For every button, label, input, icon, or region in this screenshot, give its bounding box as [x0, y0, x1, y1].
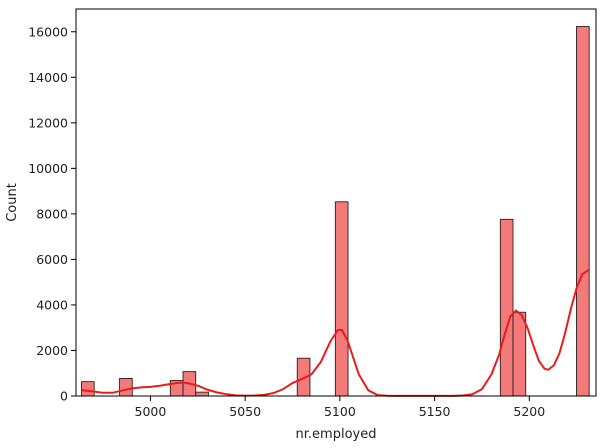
- kde-curve: [81, 268, 590, 397]
- plot-area-frame: [75, 8, 597, 397]
- x-axis-label: nr.employed: [296, 427, 377, 442]
- y-tick-label: 6000: [36, 252, 68, 267]
- y-tick-label: 0: [60, 389, 68, 404]
- y-tick-label: 12000: [28, 115, 68, 130]
- y-tick-label: 4000: [36, 297, 68, 312]
- y-tick-label: 10000: [28, 161, 68, 176]
- histogram-bar-39: [576, 26, 590, 397]
- y-axis-ticks: 0 2000 4000 6000 8000 10000 12000 14000 16000: [28, 24, 76, 404]
- y-tick-label: 8000: [36, 206, 68, 221]
- y-tick-label: 14000: [28, 70, 68, 85]
- x-tick-label: 5200: [513, 404, 545, 419]
- x-tick-label: 5150: [419, 404, 451, 419]
- x-tick-label: 5100: [324, 404, 356, 419]
- histogram-bar-33: [499, 218, 514, 397]
- y-axis-label: Count: [5, 183, 20, 222]
- histogram-bar-9: [195, 391, 209, 397]
- histogram-bar-3: [119, 378, 133, 397]
- y-tick-label: 2000: [36, 343, 68, 358]
- x-axis-ticks: 5000 5050 5100 5150 5200: [135, 396, 545, 419]
- x-tick-label: 5050: [229, 404, 261, 419]
- x-tick-label: 5000: [135, 404, 167, 419]
- histogram-bar-0: [81, 381, 95, 397]
- y-tick-label: 16000: [28, 24, 68, 39]
- histogram-bar-20: [334, 201, 349, 397]
- histogram-bar-34: [512, 311, 527, 397]
- histogram-bars: [81, 26, 590, 397]
